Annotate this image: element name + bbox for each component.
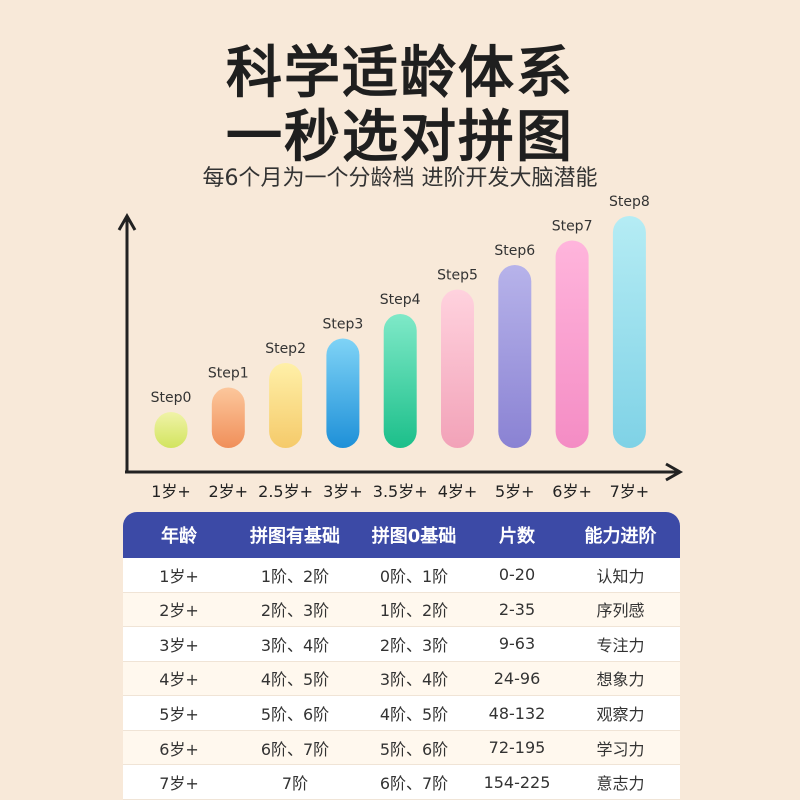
table-cell: 7岁+ <box>159 774 199 794</box>
x-tick-label: 7岁+ <box>610 482 650 501</box>
table-cell: 2-35 <box>498 599 536 619</box>
table-row: 1岁+ 1阶、2阶 0阶、1阶 0-20 认知力 <box>123 558 680 593</box>
x-axis-arrow <box>665 462 684 482</box>
table-header-cell: 片数 <box>499 526 535 547</box>
table-header: 年龄 拼图有基础 拼图0基础 片数 能力进阶 <box>123 512 680 558</box>
table-header-cell: 能力进阶 <box>584 526 657 547</box>
x-tick-label: 2岁+ <box>209 482 249 501</box>
chart-bar <box>269 363 303 448</box>
table-row: 6岁+ 6阶、7阶 5阶、6阶 72-195 学习力 <box>123 730 680 766</box>
page-title-line1: 科学适龄体系 <box>226 41 574 106</box>
page-title-line2: 一秒选对拼图 <box>226 105 574 170</box>
table-cell: 9-63 <box>498 634 536 654</box>
table-cell: 观察力 <box>596 705 645 725</box>
table-cell: 4阶、5阶 <box>379 705 449 725</box>
table-cell: 想象力 <box>596 670 645 690</box>
table-row: 7岁+ 7阶 6阶、7阶 154-225 意志力 <box>123 765 680 800</box>
chart-bar <box>154 412 188 448</box>
table-cell: 6阶、7阶 <box>260 739 330 759</box>
bar-data-label: Step3 <box>323 317 364 333</box>
table-cell: 5岁+ <box>159 705 199 725</box>
table-cell: 2岁+ <box>159 601 199 621</box>
age-guide-table: 年龄 拼图有基础 拼图0基础 片数 能力进阶 1岁+ 1阶、2阶 0阶、1阶 0… <box>123 512 680 800</box>
bar-data-label: Step2 <box>265 341 306 357</box>
x-tick-label: 4岁+ <box>438 482 478 501</box>
table-row: 3岁+ 3阶、4阶 2阶、3阶 9-63 专注力 <box>123 627 680 662</box>
table-cell: 专注力 <box>596 635 645 655</box>
table-cell: 6岁+ <box>159 739 199 759</box>
table-cell: 154-225 <box>483 772 551 792</box>
table-cell: 3阶、4阶 <box>260 635 330 655</box>
table-cell: 48-132 <box>488 703 546 723</box>
y-axis-arrow <box>117 212 137 231</box>
table-cell: 1岁+ <box>159 566 199 586</box>
bar-data-label: Step8 <box>609 194 650 210</box>
chart-bar <box>555 240 589 448</box>
table-row: 5岁+ 5阶、6阶 4阶、5阶 48-132 观察力 <box>123 696 680 731</box>
table-cell: 4岁+ <box>159 670 199 690</box>
chart-bar <box>498 265 532 448</box>
bar-data-label: Step5 <box>437 268 478 284</box>
x-tick-label: 3.5岁+ <box>373 482 428 501</box>
bar-data-label: Step0 <box>151 390 192 406</box>
table-cell: 1阶、2阶 <box>260 566 330 586</box>
chart-axes <box>117 212 684 482</box>
table-cell: 2阶、3阶 <box>260 601 330 621</box>
x-tick-label: 3岁+ <box>323 482 363 501</box>
table-cell: 4阶、5阶 <box>260 670 330 690</box>
table-cell: 1阶、2阶 <box>379 601 449 621</box>
table-cell: 24-96 <box>493 668 541 688</box>
table-cell: 3阶、4阶 <box>379 670 449 690</box>
chart-bar <box>612 216 646 448</box>
table-cell: 72-195 <box>488 738 546 758</box>
table-cell: 序列感 <box>596 601 645 621</box>
x-tick-label: 1岁+ <box>151 482 191 501</box>
bar-data-label: Step1 <box>208 366 249 382</box>
chart-bar <box>211 387 245 448</box>
table-cell: 0-20 <box>498 565 536 585</box>
bar-data-label: Step7 <box>552 219 593 235</box>
chart-bar <box>441 289 474 448</box>
table-header-cell: 拼图有基础 <box>250 526 340 547</box>
x-tick-label: 6岁+ <box>552 482 592 501</box>
table-row: 2岁+ 2阶、3阶 1阶、2阶 2-35 序列感 <box>123 592 680 628</box>
table-cell: 7阶 <box>281 774 309 794</box>
bar-data-label: Step4 <box>380 292 421 308</box>
chart-bar <box>326 338 360 448</box>
bar-data-label: Step6 <box>494 243 535 259</box>
table-cell: 3岁+ <box>159 635 199 655</box>
table-cell: 2阶、3阶 <box>379 635 449 655</box>
page-subtitle: 每6个月为一个分龄档 进阶开发大脑潜能 <box>202 166 598 191</box>
table-cell: 5阶、6阶 <box>379 739 449 759</box>
chart-bar <box>383 314 417 448</box>
x-tick-label: 2.5岁+ <box>258 482 313 501</box>
table-cell: 6阶、7阶 <box>379 774 449 794</box>
table-header-cell: 拼图0基础 <box>371 526 457 547</box>
table-row: 4岁+ 4阶、5阶 3阶、4阶 24-96 想象力 <box>123 661 680 697</box>
table-cell: 5阶、6阶 <box>260 705 330 725</box>
table-header-cell: 年龄 <box>161 526 197 547</box>
table-cell: 认知力 <box>596 566 645 586</box>
table-cell: 意志力 <box>596 774 645 794</box>
x-tick-label: 5岁+ <box>495 482 535 501</box>
age-step-chart: Step0 1岁+ Step1 2岁+ Step2 2.5岁+ Step3 3岁+ Step4 3… <box>117 194 684 501</box>
table-cell: 0阶、1阶 <box>379 566 449 586</box>
table-cell: 学习力 <box>596 739 645 759</box>
